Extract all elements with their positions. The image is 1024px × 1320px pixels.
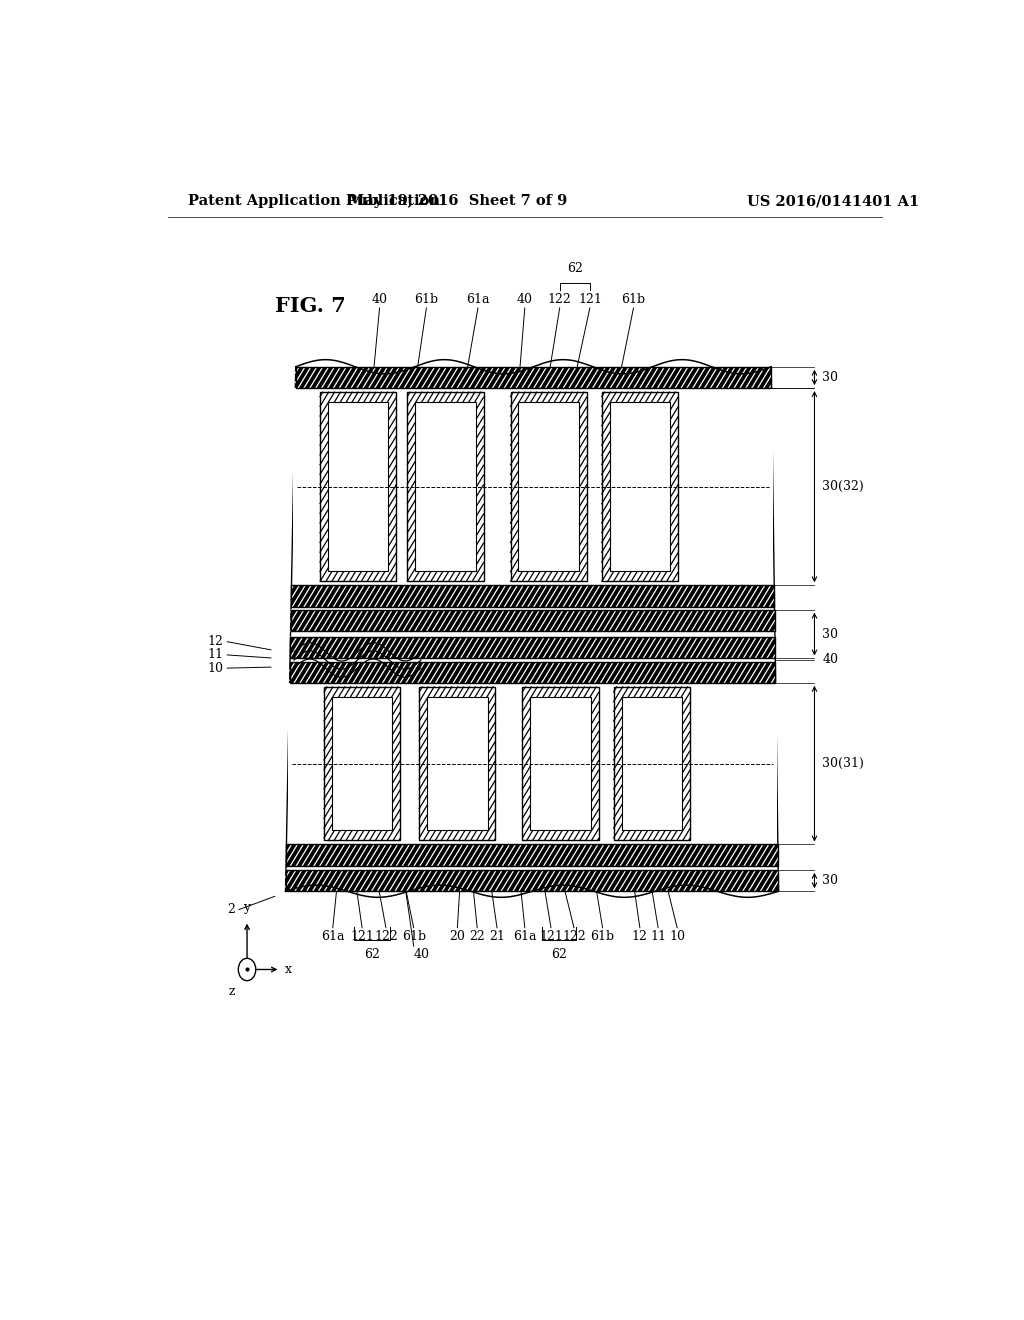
Text: 2: 2 — [227, 903, 236, 916]
Bar — [287, 845, 778, 866]
Text: 30: 30 — [822, 627, 839, 640]
Bar — [511, 392, 587, 581]
Text: 11: 11 — [207, 648, 223, 661]
Text: 30: 30 — [822, 371, 839, 384]
Bar — [286, 870, 778, 891]
Text: x: x — [285, 964, 292, 975]
Text: 40: 40 — [517, 293, 532, 306]
Bar — [321, 392, 396, 581]
Text: 61a: 61a — [513, 929, 537, 942]
Text: May 19, 2016  Sheet 7 of 9: May 19, 2016 Sheet 7 of 9 — [348, 194, 567, 209]
Text: 12: 12 — [632, 929, 648, 942]
Bar — [291, 610, 775, 631]
Circle shape — [239, 958, 256, 981]
Text: 30(31): 30(31) — [822, 758, 864, 770]
Bar — [602, 392, 678, 581]
Bar — [622, 697, 682, 830]
Bar — [419, 686, 496, 841]
Bar — [613, 686, 690, 841]
Text: 122: 122 — [374, 929, 397, 942]
Text: 40: 40 — [822, 653, 839, 667]
Text: 61b: 61b — [401, 929, 426, 942]
Text: FIG. 7: FIG. 7 — [274, 296, 345, 315]
Text: 62: 62 — [365, 948, 380, 961]
Text: 30(32): 30(32) — [822, 480, 864, 494]
Bar — [602, 392, 678, 581]
Bar — [609, 403, 670, 572]
Text: 40: 40 — [372, 293, 387, 306]
Bar — [288, 682, 777, 845]
Bar — [290, 638, 775, 659]
Bar — [332, 697, 392, 830]
Text: 10: 10 — [207, 661, 223, 675]
Bar — [324, 686, 400, 841]
Bar — [408, 392, 483, 581]
Text: 121: 121 — [578, 293, 602, 306]
Text: 121: 121 — [539, 929, 563, 942]
Bar — [416, 403, 475, 572]
Text: 22: 22 — [469, 929, 485, 942]
Text: 122: 122 — [562, 929, 586, 942]
Bar — [294, 388, 773, 585]
Text: 121: 121 — [350, 929, 374, 942]
Text: Patent Application Publication: Patent Application Publication — [187, 194, 439, 209]
Text: 62: 62 — [551, 948, 567, 961]
Bar — [290, 661, 775, 682]
Bar — [291, 610, 775, 631]
Bar — [427, 697, 487, 830]
Text: 11: 11 — [650, 929, 667, 942]
Bar — [328, 403, 388, 572]
Bar — [511, 392, 587, 581]
Text: 122: 122 — [548, 293, 571, 306]
Text: 40: 40 — [414, 948, 430, 961]
Bar — [287, 845, 778, 866]
Text: 62: 62 — [567, 263, 583, 276]
Bar — [522, 686, 599, 841]
Text: 61a: 61a — [321, 929, 344, 942]
Text: z: z — [228, 985, 236, 998]
Bar — [408, 392, 483, 581]
Text: 12: 12 — [207, 635, 223, 648]
Bar — [518, 403, 579, 572]
Bar — [290, 638, 775, 659]
Text: 61b: 61b — [591, 929, 614, 942]
Bar — [522, 686, 599, 841]
Text: 61b: 61b — [415, 293, 438, 306]
Text: 30: 30 — [822, 874, 839, 887]
Bar — [290, 661, 775, 682]
Text: US 2016/0141401 A1: US 2016/0141401 A1 — [748, 194, 920, 209]
Bar — [321, 392, 396, 581]
Text: 20: 20 — [450, 929, 465, 942]
Bar — [291, 585, 774, 607]
Bar — [419, 686, 496, 841]
Bar — [286, 870, 778, 891]
Text: 61b: 61b — [622, 293, 645, 306]
Text: 61a: 61a — [466, 293, 489, 306]
Text: 21: 21 — [489, 929, 505, 942]
Text: 10: 10 — [669, 929, 685, 942]
Bar — [530, 697, 591, 830]
Bar — [291, 585, 774, 607]
Bar — [324, 686, 400, 841]
Text: y: y — [244, 900, 251, 913]
Bar — [296, 367, 771, 388]
Bar — [296, 367, 771, 388]
Bar — [613, 686, 690, 841]
